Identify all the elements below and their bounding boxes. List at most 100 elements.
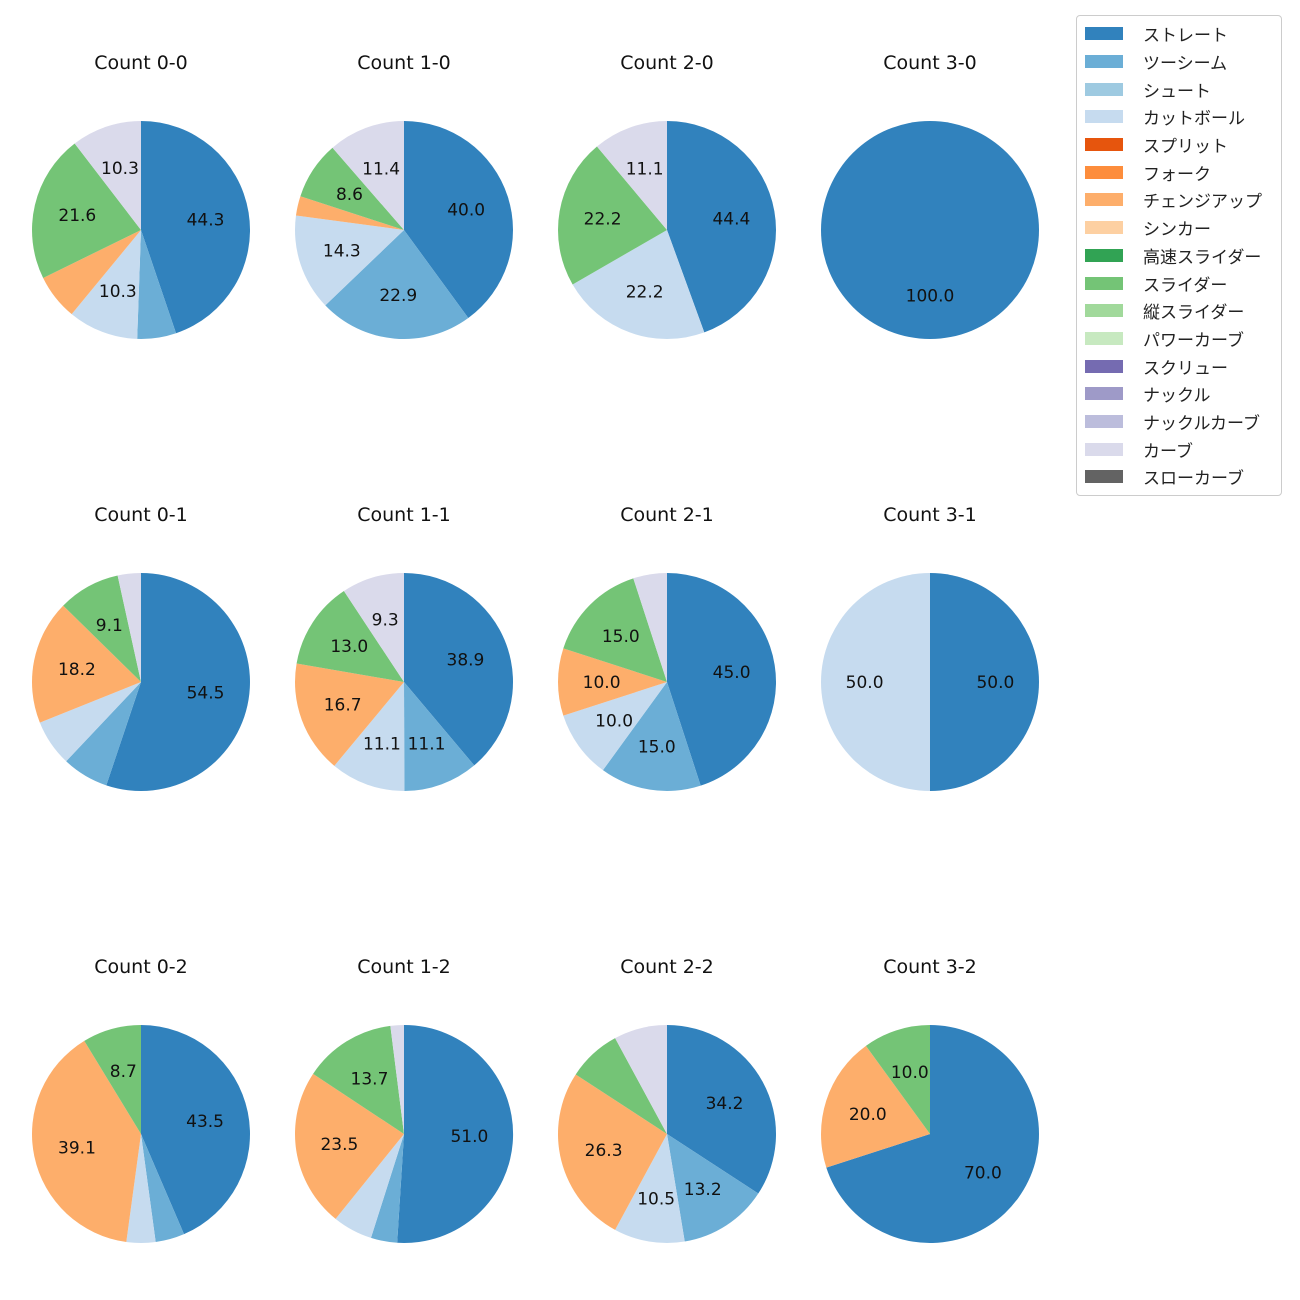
pie-slice — [826, 1025, 1039, 1243]
slice-value-label: 38.9 — [447, 651, 485, 671]
pie-slice — [615, 1025, 667, 1134]
pie-slice — [295, 196, 404, 230]
slice-value-label: 45.0 — [713, 663, 751, 683]
legend-label: ナックル — [1143, 386, 1211, 407]
legend-label: スプリット — [1143, 137, 1228, 158]
pie-slice — [404, 682, 475, 791]
pie-slice — [295, 1073, 404, 1219]
pie-slice — [820, 1045, 930, 1168]
legend-swatch — [1085, 110, 1123, 124]
legend-label: ストレート — [1143, 26, 1228, 47]
pie-slice — [84, 1025, 141, 1134]
legend-swatch — [1085, 165, 1123, 179]
legend-item: シュート — [1077, 75, 1281, 103]
slice-value-label: 18.2 — [58, 660, 96, 680]
legend-label: カットボール — [1143, 109, 1245, 130]
legend-swatch — [1085, 193, 1123, 207]
pie-slice — [865, 1025, 930, 1134]
pie-slice — [296, 591, 404, 682]
pie-slice — [602, 682, 701, 792]
pie-slice — [930, 573, 1039, 791]
legend-item: ナックル — [1077, 380, 1281, 408]
pie-slice — [575, 1038, 667, 1134]
pie-slice — [563, 682, 667, 771]
pie-slice — [141, 1025, 250, 1235]
slice-value-label: 15.0 — [602, 627, 640, 647]
pie-slice — [71, 230, 141, 339]
slice-value-label: 44.3 — [187, 210, 225, 230]
pie-slice — [667, 1025, 777, 1194]
pie-title: Count 1-1 — [357, 504, 451, 526]
legend-item: 縦スライダー — [1077, 297, 1281, 325]
pie-count-1-1: Count 1-138.911.111.116.713.09.3 — [294, 504, 514, 792]
legend-item: スローカーブ — [1077, 463, 1281, 491]
slice-value-label: 22.2 — [626, 282, 664, 302]
legend-item: ツーシーム — [1077, 48, 1281, 76]
pie-count-0-0: Count 0-0 44.3 10.3 21.6 10.3 — [32, 52, 251, 339]
pie-count-1-0: Count 1-0 40.0 22.9 14.3 8.6 11.4 — [295, 52, 513, 339]
slice-value-label: 14.3 — [323, 241, 361, 261]
pie-slice — [557, 648, 667, 716]
slice-value-label: 10.0 — [583, 673, 621, 693]
slice-value-label: 50.0 — [846, 673, 884, 693]
legend-label: ツーシーム — [1143, 54, 1228, 75]
legend-item: ナックルカーブ — [1077, 408, 1281, 436]
pie-slice — [295, 215, 404, 306]
slice-value-label: 15.0 — [638, 738, 676, 758]
pie-title: Count 3-0 — [883, 52, 977, 74]
pie-slice — [404, 573, 514, 766]
slice-value-label: 11.1 — [363, 735, 401, 755]
legend-label: 縦スライダー — [1143, 303, 1245, 324]
legend-item: スクリュー — [1077, 352, 1281, 380]
legend-item: スライダー — [1077, 269, 1281, 297]
pie-slice — [667, 121, 777, 333]
slice-value-label: 22.2 — [584, 210, 622, 230]
legend-swatch — [1085, 82, 1123, 96]
pie-slice — [615, 1134, 685, 1244]
pie-slice — [557, 1074, 667, 1230]
legend-swatch — [1085, 248, 1123, 262]
pie-title: Count 3-2 — [883, 956, 977, 978]
slice-value-label: 8.7 — [110, 1062, 137, 1082]
legend-label: シンカー — [1143, 220, 1211, 241]
pie-slice — [404, 121, 513, 319]
pie-count-1-2: Count 1-2 51.0 23.5 13.7 — [295, 956, 514, 1243]
pie-count-3-0: Count 3-0 100.0 — [821, 52, 1039, 339]
slice-value-label: 10.0 — [891, 1063, 929, 1083]
slice-value-label: 50.0 — [976, 673, 1014, 693]
slice-value-label: 44.4 — [712, 210, 750, 230]
pie-count-2-2: Count 2-2 34.2 13.2 10.5 26.3 — [557, 956, 777, 1244]
pie-slice — [141, 1134, 185, 1242]
pie-count-2-1: Count 2-145.015.010.010.015.0 — [557, 504, 777, 792]
legend-swatch — [1085, 442, 1123, 456]
pie-slice — [335, 1134, 404, 1238]
legend-swatch — [1085, 138, 1123, 152]
legend-item: カーブ — [1077, 435, 1281, 463]
legend-label: スクリュー — [1143, 358, 1228, 379]
pie-slice — [332, 121, 404, 230]
pie-slice — [325, 230, 469, 339]
pie-slice — [106, 573, 250, 791]
legend-label: スライダー — [1143, 275, 1228, 296]
pie-slice — [334, 682, 405, 792]
legend-label: カーブ — [1143, 441, 1193, 462]
legend-item: パワーカーブ — [1077, 325, 1281, 353]
pie-slice — [596, 121, 667, 230]
slice-value-label: 22.9 — [379, 286, 417, 306]
slice-value-label: 10.0 — [595, 711, 633, 731]
pie-count-0-1: Count 0-1 54.5 18.2 9.1 — [31, 504, 250, 791]
pie-slice — [313, 1025, 404, 1134]
pie-title: Count 3-1 — [883, 504, 977, 526]
pie-slice — [294, 663, 404, 766]
slice-value-label: 40.0 — [447, 201, 485, 221]
legend-label: フォーク — [1143, 164, 1211, 185]
pie-slice — [117, 573, 141, 682]
pie-title: Count 2-0 — [620, 52, 714, 74]
pie-slice — [32, 143, 141, 278]
pie-slice — [821, 121, 1039, 339]
pie-slice — [31, 605, 142, 723]
pie-slice — [63, 575, 141, 682]
pie-slice — [141, 121, 251, 334]
pie-slice — [557, 146, 667, 285]
